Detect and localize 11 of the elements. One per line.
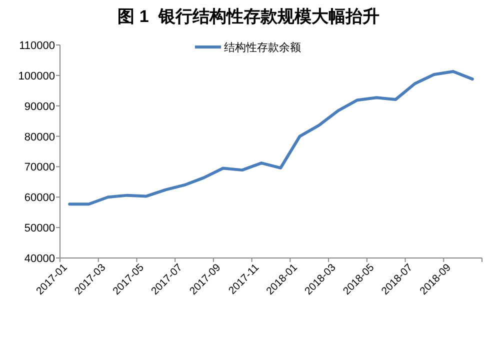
y-tick-label: 90000	[24, 100, 55, 113]
y-tick-label: 60000	[24, 192, 55, 204]
chart-title: 图 1 银行结构性存款规模大幅抬升	[118, 7, 380, 26]
y-tick-label: 100000	[18, 70, 55, 82]
legend-label: 结构性存款余额	[224, 41, 301, 54]
line-series	[68, 70, 474, 206]
y-tick-label: 50000	[24, 222, 55, 235]
y-tick-label: 40000	[24, 253, 55, 265]
y-tick-label: 70000	[24, 162, 55, 174]
y-tick-label: 110000	[19, 40, 55, 52]
y-tick-label: 80000	[24, 131, 55, 144]
